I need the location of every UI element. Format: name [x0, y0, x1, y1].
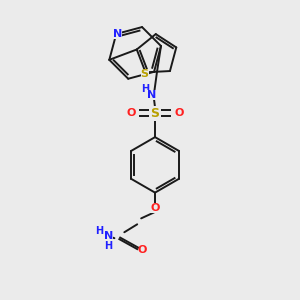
Text: H: H: [141, 84, 149, 94]
Text: O: O: [174, 108, 184, 118]
Text: S: S: [151, 107, 160, 120]
Text: H: H: [104, 241, 112, 251]
Text: N: N: [147, 89, 157, 100]
Text: H: H: [95, 226, 104, 236]
Text: N: N: [104, 231, 113, 241]
Text: O: O: [127, 108, 136, 118]
Text: O: O: [137, 245, 147, 255]
Text: O: O: [150, 203, 160, 214]
Text: S: S: [140, 69, 148, 79]
Text: N: N: [112, 29, 122, 39]
